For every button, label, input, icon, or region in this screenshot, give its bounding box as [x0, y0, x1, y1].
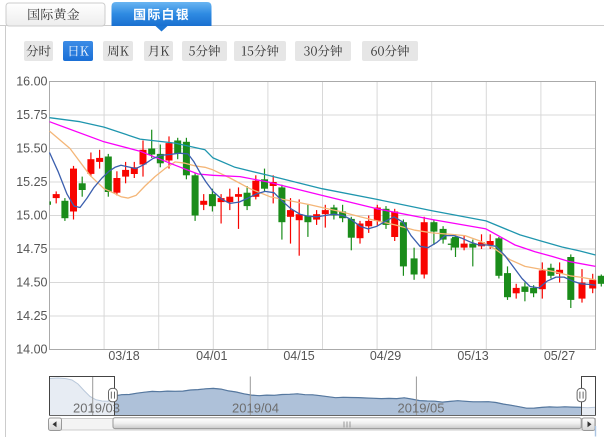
- svg-text:15.75: 15.75: [16, 108, 47, 122]
- svg-text:03/18: 03/18: [108, 349, 139, 363]
- svg-text:04/29: 04/29: [370, 349, 401, 363]
- svg-text:15.00: 15.00: [16, 209, 47, 223]
- svg-text:04/15: 04/15: [283, 349, 314, 363]
- svg-text:14.75: 14.75: [16, 242, 47, 256]
- svg-text:14.00: 14.00: [16, 343, 47, 357]
- svg-text:14.25: 14.25: [16, 309, 47, 323]
- svg-text:05/13: 05/13: [457, 349, 488, 363]
- svg-text:2019/04: 2019/04: [232, 401, 279, 416]
- svg-text:16.00: 16.00: [16, 75, 47, 89]
- svg-text:05/27: 05/27: [544, 349, 575, 363]
- svg-text:04/01: 04/01: [196, 349, 227, 363]
- svg-text:15.50: 15.50: [16, 142, 47, 156]
- svg-text:14.50: 14.50: [16, 276, 47, 290]
- svg-text:2019/05: 2019/05: [398, 401, 445, 416]
- svg-text:15.25: 15.25: [16, 175, 47, 189]
- svg-text:2019/03: 2019/03: [73, 401, 120, 416]
